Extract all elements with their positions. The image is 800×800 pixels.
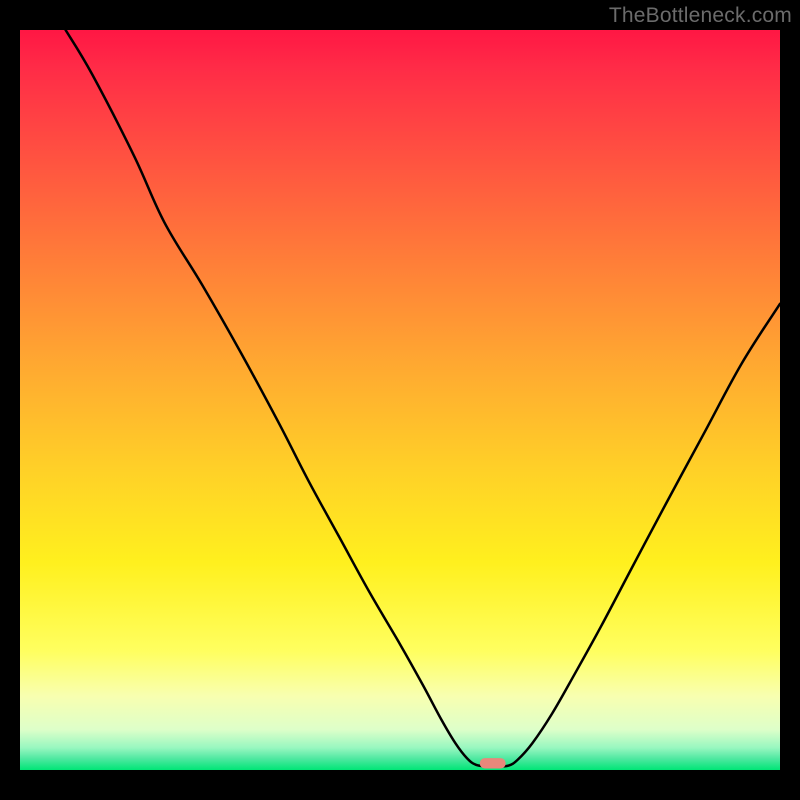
watermark-label: TheBottleneck.com bbox=[609, 4, 792, 28]
chart-stage: TheBottleneck.com bbox=[0, 0, 800, 800]
bottleneck-chart bbox=[0, 0, 800, 800]
optimal-point-marker bbox=[480, 758, 506, 768]
plot-background-gradient bbox=[20, 30, 780, 770]
